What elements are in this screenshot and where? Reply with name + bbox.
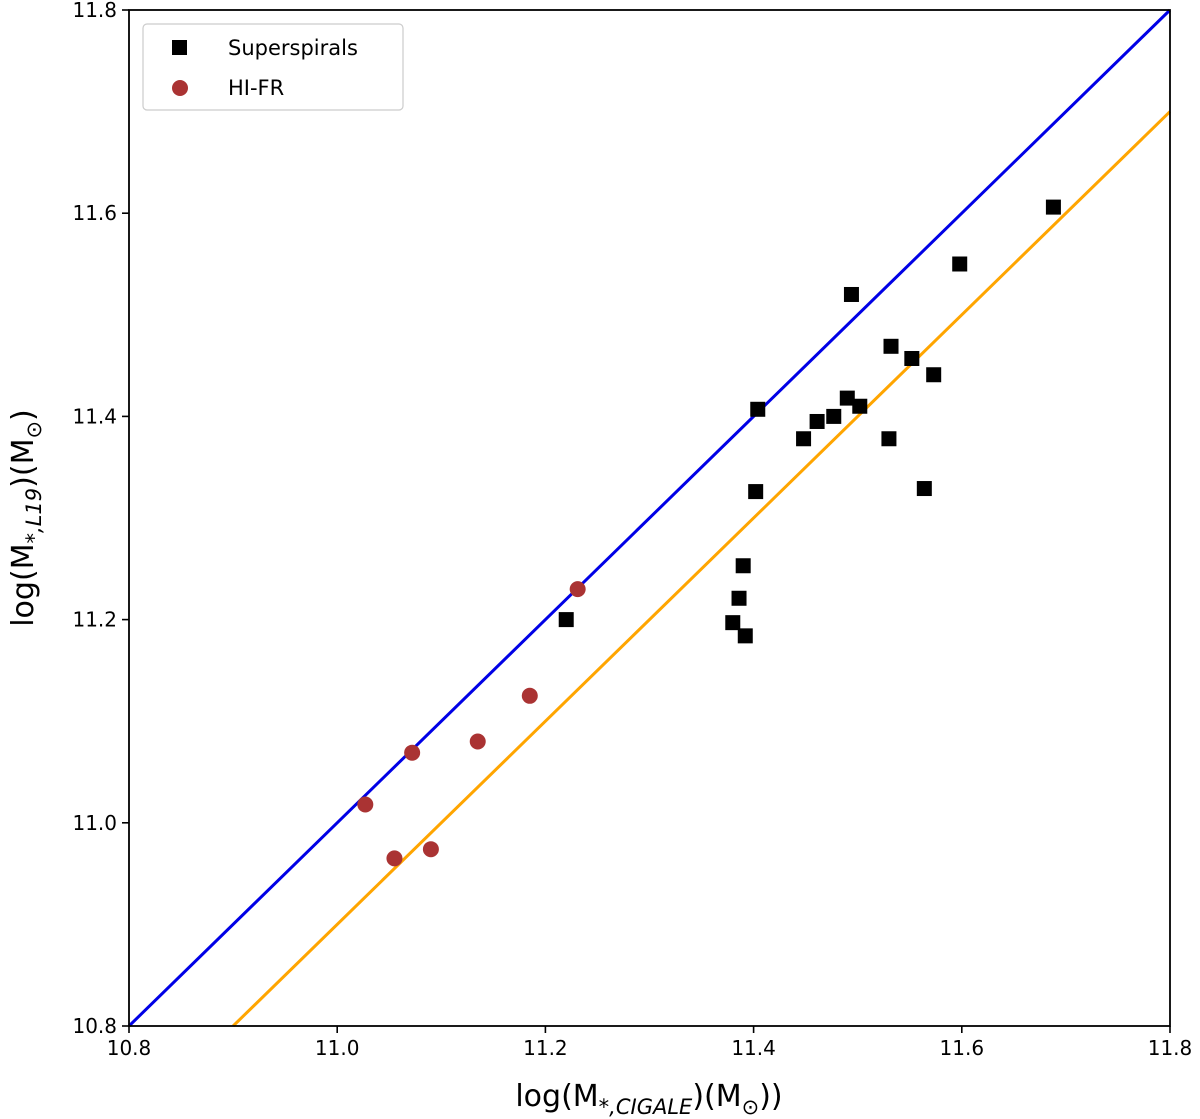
legend-marker-superspirals [172, 40, 187, 55]
y-axis-label: log(M*,L19)(M⊙) [6, 409, 46, 627]
data-points [357, 199, 1061, 867]
hi-fr-point-5 [521, 687, 538, 704]
axis-ticks: 10.8 11.0 11.2 11.4 11.6 11.8 10.8 11.0 11.2 11.4… [72, 0, 1192, 1060]
superspirals-point-12 [852, 398, 868, 414]
legend-label-superspirals: Superspirals [228, 36, 358, 60]
superspirals-point-13 [881, 431, 897, 447]
legend: Superspirals HI-FR [142, 23, 404, 111]
x-tick-label-5: 11.8 [1148, 1036, 1193, 1060]
hi-fr-point-3 [422, 841, 439, 858]
superspirals-point-14 [883, 338, 899, 354]
superspirals-point-15 [904, 350, 920, 366]
superspirals-point-4 [737, 628, 753, 644]
y-tick-label-3: 11.4 [72, 404, 117, 428]
superspirals-point-3 [735, 558, 751, 574]
x-axis-label: log(M*,CIGALE)(M⊙)) [515, 1079, 782, 1119]
superspirals-point-17 [926, 367, 942, 383]
y-tick-label-0: 10.8 [72, 1014, 117, 1038]
offset-line [232, 110, 1172, 1028]
x-tick-label-4: 11.6 [940, 1036, 985, 1060]
superspirals-point-11 [843, 286, 859, 302]
hi-fr-point-1 [386, 850, 403, 867]
superspirals-point-8 [809, 413, 825, 429]
legend-marker-hi-fr [172, 80, 188, 96]
legend-label-hi-fr: HI-FR [228, 76, 284, 100]
superspirals-point-1 [725, 615, 741, 631]
superspirals-point-2 [731, 590, 747, 606]
y-tick-label-1: 11.0 [72, 811, 117, 835]
y-tick-label-5: 11.8 [72, 0, 117, 22]
x-tick-label-1: 11.0 [315, 1036, 360, 1060]
hi-fr-point-6 [569, 581, 586, 598]
hi-fr-point-0 [357, 796, 374, 813]
superspirals-point-16 [916, 481, 932, 497]
superspirals-point-9 [826, 408, 842, 424]
y-tick-label-4: 11.6 [72, 201, 117, 225]
hi-fr-point-4 [469, 733, 486, 750]
y-tick-label-2: 11.2 [72, 608, 117, 632]
superspirals-point-10 [839, 390, 855, 406]
one-to-one-line [127, 8, 1172, 1028]
superspirals-point-5 [748, 484, 764, 500]
x-tick-label-3: 11.4 [731, 1036, 776, 1060]
superspirals-point-0 [558, 612, 574, 628]
legend-box [142, 23, 404, 111]
superspirals-point-18 [952, 256, 968, 272]
superspirals-point-19 [1045, 199, 1061, 215]
x-tick-label-2: 11.2 [523, 1036, 568, 1060]
x-tick-label-0: 10.8 [107, 1036, 152, 1060]
superspirals-point-7 [796, 431, 812, 447]
hi-fr-point-2 [404, 744, 421, 761]
superspirals-point-6 [750, 401, 766, 417]
plot-frame [128, 9, 1171, 1027]
reference-lines [127, 8, 1172, 1028]
